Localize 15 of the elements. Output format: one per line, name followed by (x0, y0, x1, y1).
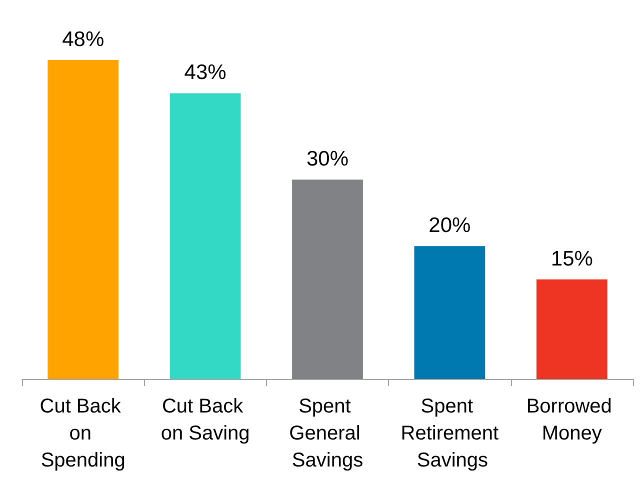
data-label: 48% (62, 28, 104, 51)
bar (48, 60, 119, 379)
x-tick-label: Cut Back on Spending (40, 396, 126, 472)
bar (170, 93, 241, 379)
x-tick-label: Cut Back on Saving (160, 396, 250, 444)
x-tick-label: Spent General Savings (289, 396, 366, 472)
data-label: 20% (428, 214, 471, 238)
bar (292, 180, 363, 379)
bar (414, 246, 486, 379)
data-label: 43% (184, 61, 226, 84)
data-label: 30% (306, 148, 349, 171)
x-tick-label: Borrowed Money (526, 396, 618, 444)
bar (536, 279, 608, 379)
x-tick-label: Spent Retirement Savings (400, 396, 500, 472)
data-label: 15% (550, 247, 593, 270)
